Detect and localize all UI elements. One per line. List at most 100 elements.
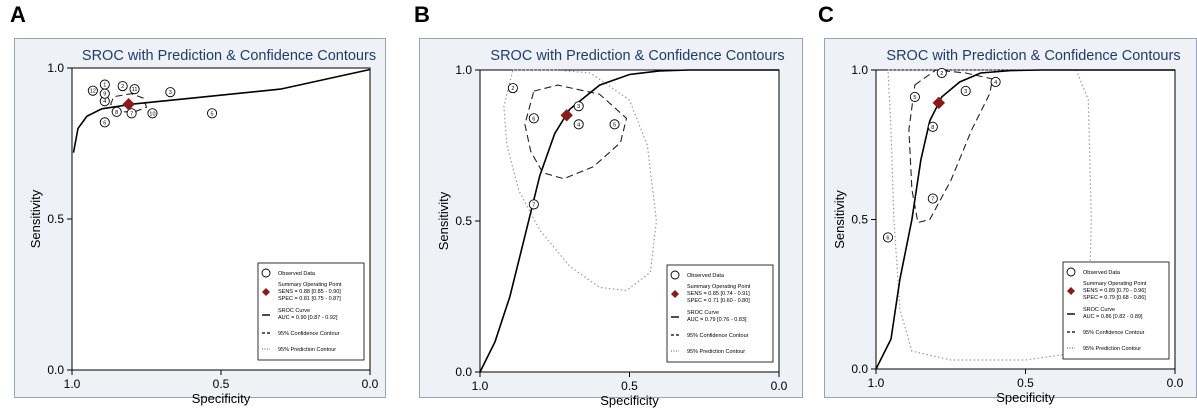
sroc-curve — [72, 68, 371, 153]
observed-point: 5 — [909, 91, 920, 102]
point-marker — [528, 199, 539, 210]
point-label: 9 — [103, 92, 106, 98]
legend-summary-title: Summary Operating Point — [687, 284, 751, 290]
y-axis-label: Sensitivity — [436, 191, 451, 250]
y-tick-label: 1.0 — [851, 63, 868, 77]
point-label: 3 — [169, 90, 172, 96]
point-label: 6 — [103, 120, 106, 126]
x-tick-label: 1.0 — [868, 376, 885, 390]
observed-point: 2 — [117, 81, 128, 92]
x-tick-label: 0.5 — [621, 379, 638, 393]
x-axis-label: Specificity — [192, 391, 251, 406]
legend: Observed Data Summary Operating PointSENS… — [257, 262, 365, 361]
point-marker — [507, 83, 518, 94]
point-marker — [882, 232, 894, 243]
y-tick-label: 0.0 — [455, 365, 472, 379]
legend-confidence-label: 95% Confidence Contour — [687, 333, 749, 339]
point-marker — [117, 81, 128, 92]
summary-point — [560, 109, 573, 122]
chart-c: SROC with Prediction & Confidence Contou… — [824, 38, 1197, 405]
observed-point: 6 — [882, 232, 894, 243]
point-marker — [573, 119, 584, 130]
point-marker — [960, 85, 971, 96]
point-marker — [99, 88, 110, 99]
x-tick-label: 0.5 — [1017, 376, 1034, 390]
y-tick-label: 1.0 — [47, 61, 64, 75]
observed-point: 3 — [165, 87, 176, 98]
y-tick-label: 0.5 — [455, 214, 472, 228]
observed-point: 9 — [99, 88, 110, 99]
legend-summary-icon — [1067, 287, 1075, 295]
point-marker — [927, 193, 938, 204]
point-label: 3 — [964, 89, 967, 95]
chart-a: SROC with Prediction & Confidence Contou… — [14, 38, 386, 406]
panel-label: C — [818, 2, 834, 27]
legend-sens-line: SENS = 0.88 [0.85 - 0.90] — [278, 289, 341, 295]
point-marker — [207, 108, 218, 119]
point-label: 11 — [132, 87, 138, 93]
y-axis-label: Sensitivity — [832, 190, 847, 249]
legend-observed-icon — [670, 270, 680, 280]
legend-summary-icon — [671, 290, 679, 298]
legend-observed-label: Observed Data — [278, 271, 316, 277]
observed-point: 5 — [609, 119, 620, 130]
legend-summary-icon — [262, 288, 270, 296]
x-axis-label: Specificity — [600, 393, 659, 408]
point-label: 7 — [931, 197, 934, 203]
y-axis-label: Sensitivity — [28, 189, 43, 248]
legend-auc-line: AUC = 0.90 [0.87 - 0.92] — [278, 315, 338, 321]
legend-observed-label: Observed Data — [1083, 270, 1121, 276]
point-label: 6 — [886, 235, 889, 241]
legend-observed-icon — [261, 268, 271, 278]
observed-point: 2 — [507, 83, 518, 94]
y-tick-label: 0.5 — [47, 212, 64, 226]
point-label: 2 — [511, 86, 514, 92]
legend-summary-title: Summary Operating Point — [278, 282, 342, 288]
point-marker — [147, 108, 158, 119]
point-marker — [609, 119, 620, 130]
observed-point: 11 — [129, 84, 140, 95]
point-label: 7 — [130, 111, 133, 117]
legend-auc-line: AUC = 0.79 [0.76 - 0.83] — [687, 317, 747, 323]
point-marker — [126, 108, 137, 119]
observed-point: 3 — [573, 101, 584, 112]
point-marker — [927, 121, 938, 132]
panel-c: C SROC with Prediction & Confidence Cont… — [808, 0, 1197, 410]
point-label: 4 — [994, 80, 997, 86]
legend-auc-line: AUC = 0.86 [0.82 - 0.89] — [1083, 314, 1143, 320]
observed-point: 3 — [960, 85, 971, 96]
observed-point: 7 — [126, 108, 137, 119]
legend-observed-label: Observed Data — [687, 273, 725, 279]
point-marker — [165, 87, 176, 98]
x-tick-label: 1.0 — [472, 379, 489, 393]
point-label: 1 — [103, 83, 106, 89]
point-label: 2 — [940, 71, 943, 77]
legend-spec-line: SPEC = 0.81 [0.75 - 0.87] — [278, 296, 341, 302]
observed-point: 7 — [528, 199, 539, 210]
point-label: 5 — [211, 111, 214, 117]
legend: Observed Data Summary Operating PointSENS… — [666, 264, 774, 363]
point-label: 5 — [613, 122, 616, 128]
legend: Observed Data Summary Operating PointSENS… — [1062, 261, 1170, 360]
observed-point: 12 — [87, 85, 98, 96]
point-marker — [990, 76, 1001, 88]
point-marker — [528, 113, 539, 124]
chart-title: SROC with Prediction & Confidence Contou… — [886, 48, 1180, 64]
x-tick-label: 0.0 — [362, 377, 379, 391]
observed-point: 8 — [111, 106, 122, 117]
y-tick-label: 1.0 — [455, 63, 472, 77]
point-marker — [87, 85, 98, 96]
observed-point: 8 — [927, 121, 938, 132]
legend-prediction-label: 95% Prediction Contour — [278, 347, 336, 353]
legend-spec-line: SPEC = 0.79 [0.68 - 0.86] — [1083, 295, 1146, 301]
legend-confidence-label: 95% Confidence Contour — [278, 331, 340, 337]
observed-point: 1 — [99, 79, 110, 90]
panel-label: A — [10, 2, 26, 27]
panel-label: B — [414, 2, 430, 27]
x-tick-label: 0.0 — [771, 379, 788, 393]
observed-point: 4 — [573, 119, 584, 130]
legend-confidence-label: 95% Confidence Contour — [1083, 330, 1145, 336]
y-tick-label: 0.0 — [851, 362, 868, 376]
point-label: 5 — [913, 95, 916, 101]
point-label: 10 — [149, 111, 155, 117]
